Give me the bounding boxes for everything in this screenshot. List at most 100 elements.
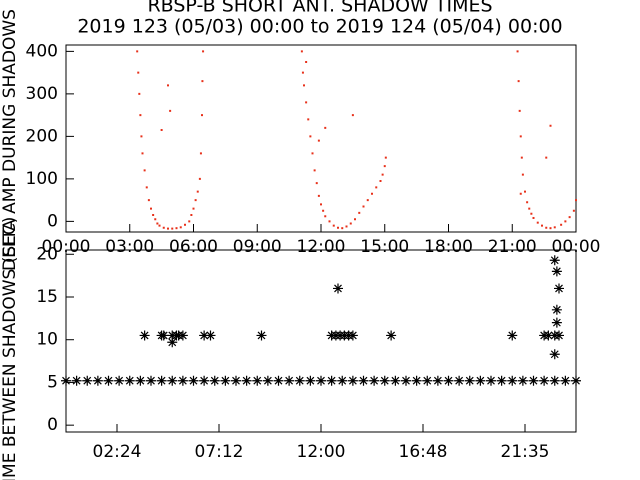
point: [192, 207, 195, 210]
point: [328, 220, 331, 223]
point: [324, 215, 327, 218]
point: [188, 220, 191, 223]
point: [384, 156, 387, 159]
point: [375, 186, 378, 189]
point: [154, 218, 157, 221]
point: [167, 84, 169, 87]
asterisk-point: [551, 304, 562, 315]
asterisk-point: [507, 375, 518, 386]
point: [528, 207, 531, 210]
chart-subtitle: 2019 123 (05/03) 00:00 to 2019 124 (05/0…: [77, 16, 562, 38]
asterisk-point: [205, 330, 216, 341]
x-tick-label: 02:24: [93, 442, 142, 462]
asterisk-point: [347, 330, 358, 341]
point: [322, 209, 325, 212]
asterisk-point: [369, 375, 380, 386]
asterisk-point: [549, 255, 560, 266]
point: [366, 199, 369, 202]
x-tick-label: 16:48: [399, 442, 448, 462]
point: [145, 186, 148, 189]
point: [171, 227, 174, 230]
point: [196, 190, 199, 193]
point: [175, 227, 178, 230]
point: [140, 135, 143, 138]
y-tick-label: 15: [36, 287, 58, 307]
point: [162, 226, 165, 229]
y-tick-label: 20: [36, 244, 58, 264]
y-tick-label: 0: [47, 415, 58, 435]
asterisk-point: [158, 330, 169, 341]
x-tick-label: 09:00: [233, 237, 282, 257]
point: [358, 211, 361, 214]
asterisk-point: [401, 375, 411, 386]
asterisk-point: [422, 375, 433, 386]
point: [141, 152, 144, 155]
point: [156, 222, 159, 225]
point: [179, 226, 182, 229]
point: [313, 169, 316, 172]
y-tick-label: 5: [47, 372, 58, 392]
x-tick-label: 00:00: [42, 237, 91, 257]
asterisk-point: [61, 375, 71, 386]
point: [337, 226, 339, 229]
point: [349, 222, 352, 225]
asterisk-point: [273, 375, 284, 386]
point: [305, 61, 308, 63]
point: [345, 225, 348, 228]
asterisk-point: [199, 330, 210, 341]
point: [303, 84, 305, 87]
asterisk-point: [199, 375, 210, 386]
point: [564, 220, 567, 223]
chart-title: RBSP-B SHORT ANT. SHADOW TIMES: [147, 0, 492, 17]
point: [324, 126, 327, 129]
asterisk-point: [543, 330, 554, 341]
point: [572, 209, 575, 212]
asterisk-point: [517, 375, 528, 386]
point: [545, 226, 548, 229]
x-tick-label: 18:00: [424, 237, 473, 257]
point: [160, 129, 163, 131]
point: [553, 226, 556, 229]
asterisk-point: [486, 375, 496, 386]
asterisk-point: [358, 375, 369, 386]
point: [150, 207, 152, 210]
point: [351, 114, 354, 117]
point: [147, 199, 150, 202]
y-tick-label: 10: [36, 330, 58, 350]
point: [568, 216, 571, 219]
point: [536, 221, 539, 224]
asterisk-point: [241, 375, 252, 386]
point: [305, 101, 308, 104]
asterisk-point: [386, 330, 397, 341]
point: [320, 203, 322, 206]
asterisk-point: [326, 375, 337, 386]
point: [341, 227, 344, 230]
point: [575, 199, 577, 202]
y-tick-label: 300: [26, 84, 58, 104]
point: [520, 156, 523, 159]
asterisk-point: [443, 375, 454, 386]
asterisk-point: [554, 283, 564, 294]
asterisk-point: [231, 375, 241, 386]
point: [519, 192, 522, 195]
x-tick-label: 21:00: [488, 237, 537, 257]
point: [517, 80, 520, 83]
x-tick-label: 06:00: [169, 237, 218, 257]
asterisk-point: [549, 349, 560, 360]
point: [202, 50, 205, 53]
asterisk-point: [571, 375, 581, 386]
x-tick-label: 15:00: [360, 237, 409, 257]
asterisk-point: [167, 337, 178, 348]
point: [300, 50, 303, 53]
point: [152, 214, 155, 216]
asterisk-point: [124, 375, 135, 386]
point: [545, 156, 548, 159]
point: [530, 212, 533, 215]
point: [549, 227, 552, 230]
asterisk-point: [139, 330, 150, 341]
asterisk-point: [156, 375, 167, 386]
point: [198, 177, 201, 180]
point: [317, 139, 320, 142]
point: [139, 114, 142, 117]
